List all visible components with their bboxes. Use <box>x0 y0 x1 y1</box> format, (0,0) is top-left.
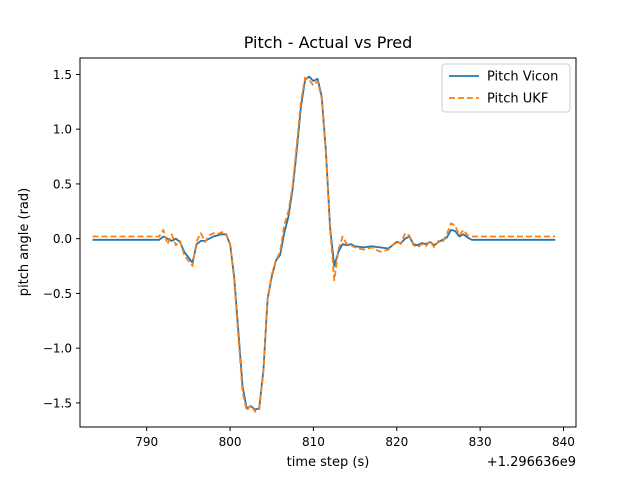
x-axis-label: time step (s) <box>287 455 370 470</box>
y-tick-label: 1.5 <box>53 68 72 82</box>
series-layer <box>92 75 556 413</box>
x-tick-label: 840 <box>552 435 575 449</box>
x-tick-label: 820 <box>385 435 408 449</box>
y-axis-ticks: −1.5 −1.0 −0.5 0.0 0.5 1.0 1.5 <box>43 68 80 410</box>
plot-area <box>79 57 577 428</box>
y-tick-label: −1.5 <box>43 396 72 410</box>
y-tick-label: −0.5 <box>43 287 72 301</box>
chart-title: Pitch - Actual vs Pred <box>244 33 413 52</box>
plot-frame <box>79 57 577 428</box>
x-tick-label: 800 <box>219 435 242 449</box>
y-axis-label: pitch angle (rad) <box>17 188 32 296</box>
x-axis-offset-label: +1.296636e9 <box>487 455 576 470</box>
x-tick-label: 830 <box>469 435 492 449</box>
y-tick-label: 0.0 <box>53 232 72 246</box>
y-tick-label: 0.5 <box>53 177 72 191</box>
x-axis-ticks: 790 800 810 820 830 840 <box>135 427 575 449</box>
legend: Pitch Vicon Pitch UKF <box>441 63 571 113</box>
y-tick-label: −1.0 <box>43 342 72 356</box>
x-tick-label: 810 <box>302 435 325 449</box>
x-tick-label: 790 <box>135 435 158 449</box>
legend-label-pitch-ukf: Pitch UKF <box>487 92 548 107</box>
series-line-pitch-ukf <box>92 76 556 413</box>
legend-label-pitch-vicon: Pitch Vicon <box>487 70 558 85</box>
y-tick-label: 1.0 <box>53 123 72 137</box>
